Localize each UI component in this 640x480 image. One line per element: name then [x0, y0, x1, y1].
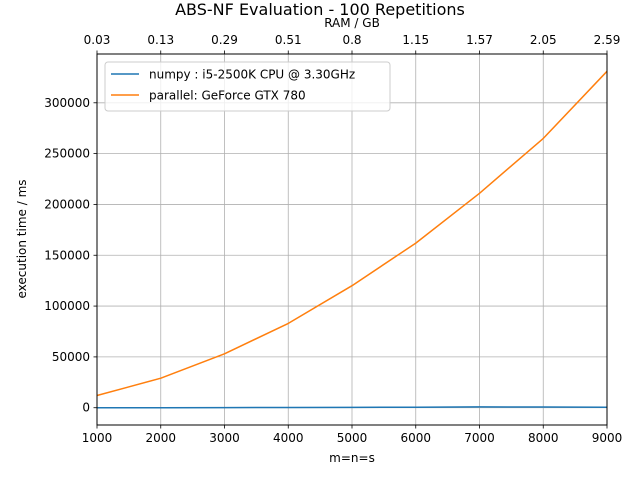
legend-label: numpy : i5-2500K CPU @ 3.30GHz: [149, 68, 355, 82]
x-tick-label: 4000: [273, 431, 304, 445]
x-tick-label: 2000: [145, 431, 176, 445]
tick-layer: 1000 0.03 2000 0.13 3000 0.29 4000 0.51 5000 0.8 6…: [44, 33, 622, 445]
y-tick-label: 50000: [52, 350, 90, 364]
top-x-tick-label: 0.29: [211, 33, 238, 47]
top-x-tick-label: 0.13: [147, 33, 174, 47]
x-tick-label: 7000: [464, 431, 495, 445]
series-line-1: [97, 406, 608, 409]
legend: numpy : i5-2500K CPU @ 3.30GHz parallel: …: [104, 61, 391, 112]
x-tick-label: 5000: [337, 431, 368, 445]
x-tick-label: 9000: [592, 431, 623, 445]
legend-label: parallel: GeForce GTX 780: [149, 89, 306, 103]
series-line-2: [96, 70, 608, 397]
y-axis-label: execution time / ms: [15, 179, 29, 298]
top-x-axis-label: RAM / GB: [324, 16, 380, 30]
y-tick-label: 200000: [44, 197, 90, 211]
top-x-tick-label: 2.59: [594, 33, 621, 47]
top-x-tick-label: 0.8: [342, 33, 361, 47]
y-tick-label: 0: [82, 401, 90, 415]
y-tick-label: 100000: [44, 299, 90, 313]
top-x-tick-label: 2.05: [530, 33, 557, 47]
chart-title: ABS-NF Evaluation - 100 Repetitions: [175, 0, 465, 19]
legend-box: [104, 61, 391, 112]
top-x-tick-label: 1.57: [466, 33, 493, 47]
series-layer: [96, 70, 608, 409]
x-axis-label: m=n=s: [329, 451, 375, 465]
x-tick-label: 3000: [209, 431, 240, 445]
top-x-tick-label: 0.03: [84, 33, 111, 47]
y-tick-label: 150000: [44, 248, 90, 262]
x-tick-label: 1000: [82, 431, 113, 445]
top-x-tick-label: 0.51: [275, 33, 302, 47]
y-tick-label: 250000: [44, 147, 90, 161]
y-tick-label: 300000: [44, 96, 90, 110]
x-tick-label: 6000: [400, 431, 431, 445]
top-x-tick-label: 1.15: [402, 33, 429, 47]
x-tick-label: 8000: [528, 431, 559, 445]
